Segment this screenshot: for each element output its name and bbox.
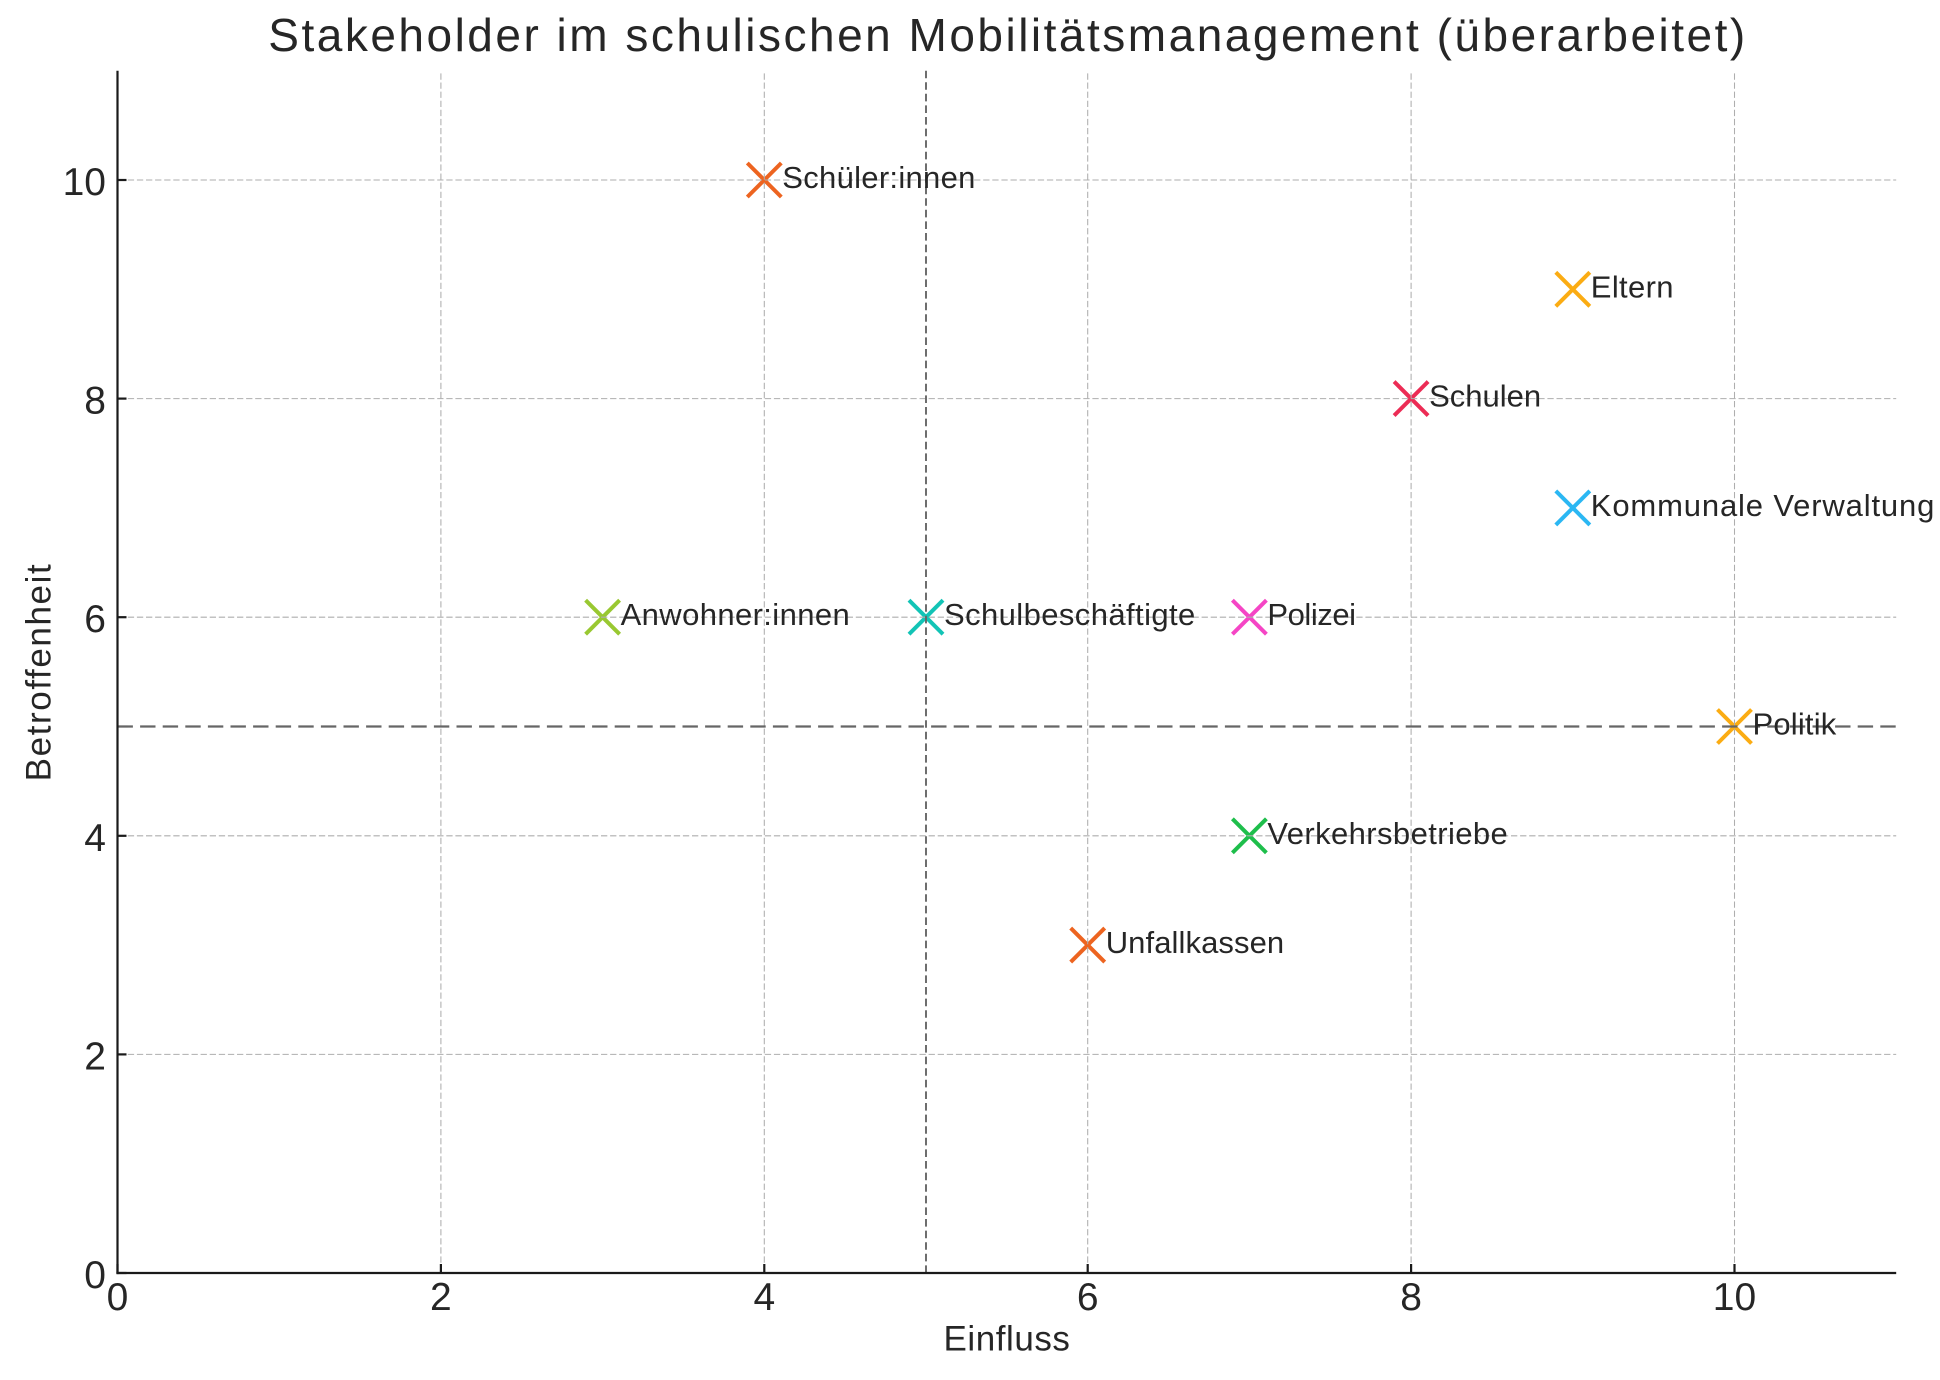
svg-text:Unfallkassen: Unfallkassen (1106, 925, 1285, 960)
svg-text:2: 2 (84, 1035, 106, 1078)
svg-text:Schüler:innen: Schüler:innen (782, 160, 975, 195)
svg-text:0: 0 (107, 1276, 129, 1319)
svg-text:Schulbeschäftigte: Schulbeschäftigte (944, 597, 1196, 632)
svg-text:Anwohner:innen: Anwohner:innen (621, 597, 851, 632)
svg-text:6: 6 (1077, 1276, 1099, 1319)
svg-text:Verkehrsbetriebe: Verkehrsbetriebe (1267, 816, 1508, 851)
svg-text:Stakeholder im schulischen Mob: Stakeholder im schulischen Mobilitätsman… (268, 9, 1747, 61)
svg-text:4: 4 (84, 817, 106, 860)
svg-text:Betroffenheit: Betroffenheit (20, 563, 59, 782)
svg-text:Schulen: Schulen (1429, 379, 1541, 414)
svg-text:Polizei: Polizei (1267, 597, 1355, 632)
svg-text:8: 8 (1400, 1276, 1422, 1319)
svg-text:10: 10 (1713, 1276, 1756, 1319)
svg-text:Politik: Politik (1753, 707, 1837, 742)
svg-text:4: 4 (753, 1276, 775, 1319)
svg-text:Eltern: Eltern (1591, 269, 1674, 304)
svg-text:2: 2 (430, 1276, 452, 1319)
svg-text:Einfluss: Einfluss (944, 1320, 1071, 1359)
svg-text:8: 8 (84, 380, 106, 423)
svg-text:Kommunale Verwaltung: Kommunale Verwaltung (1591, 488, 1935, 523)
svg-text:6: 6 (84, 598, 106, 641)
svg-text:0: 0 (84, 1254, 106, 1297)
svg-text:10: 10 (63, 161, 106, 204)
